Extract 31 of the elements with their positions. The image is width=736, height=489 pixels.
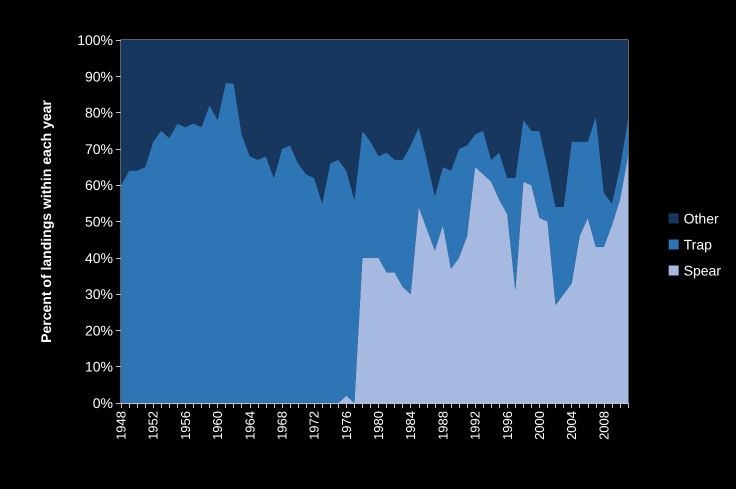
y-tick-label: 90% (84, 68, 113, 84)
x-tick-label: 1988 (435, 411, 450, 440)
y-tick-label: 20% (84, 322, 113, 338)
y-tick-label: 80% (84, 104, 113, 121)
y-tick-label: 100% (77, 32, 113, 48)
x-tick-label: 1956 (178, 411, 193, 440)
x-tick-label: 1964 (242, 411, 258, 440)
y-tick-label: 0% (92, 395, 113, 411)
x-tick-label: 1996 (500, 411, 515, 440)
x-tick-label: 2008 (596, 411, 612, 440)
legend-label: Other (684, 210, 719, 226)
y-tick-label: 40% (84, 250, 113, 266)
x-tick-label: 2004 (564, 411, 580, 440)
x-tick-label: 1948 (114, 411, 128, 440)
x-tick-label: 1952 (146, 411, 161, 440)
legend-label: Trap (684, 236, 712, 252)
x-tick-label: 1960 (210, 411, 226, 440)
x-tick-label: 1992 (468, 411, 483, 440)
x-tick-label: 1968 (274, 411, 290, 440)
y-tick-label: 10% (84, 358, 113, 375)
x-tick-label: 1980 (371, 411, 386, 440)
x-tick-label: 1972 (306, 411, 322, 440)
x-tick-label: 2000 (532, 411, 547, 440)
x-tick-label: 1976 (338, 411, 354, 440)
y-axis-title: Percent of landings within each year (38, 100, 54, 343)
y-tick-label: 30% (84, 286, 113, 302)
y-tick-label: 70% (84, 140, 113, 157)
y-tick-label: 60% (84, 177, 113, 194)
y-tick-label: 50% (84, 214, 113, 230)
legend-label: Spear (684, 262, 722, 278)
x-tick-label: 1984 (403, 411, 418, 440)
